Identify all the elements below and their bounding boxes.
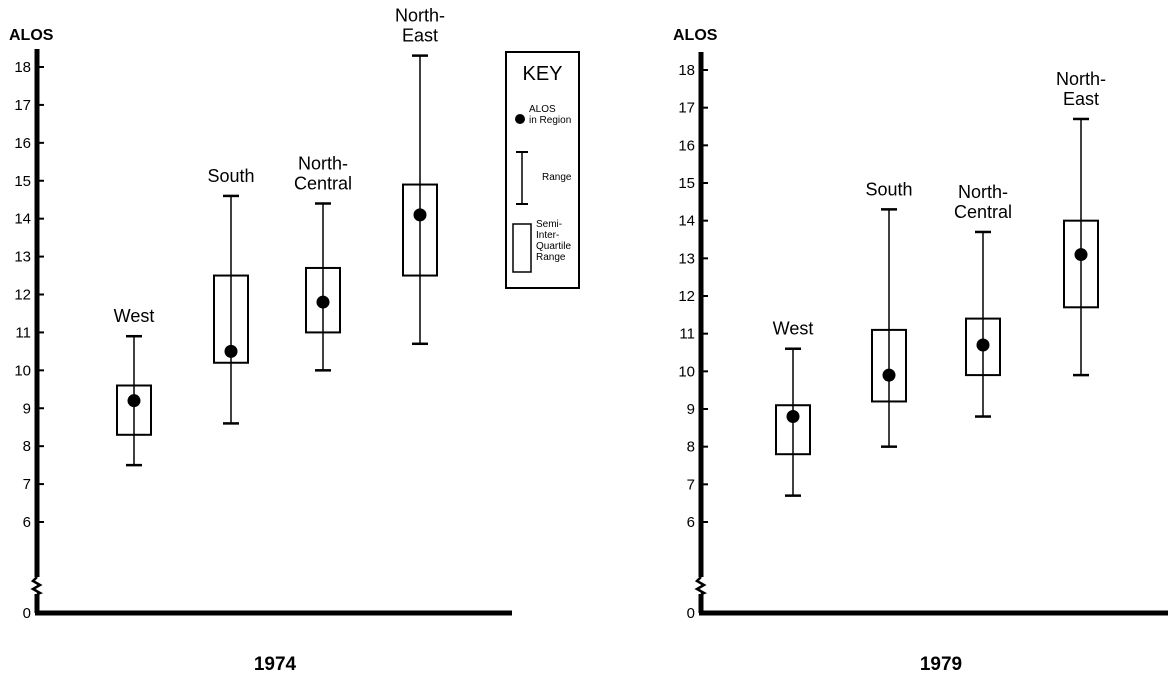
semi-interquartile-box <box>116 384 152 436</box>
alos-point <box>976 338 990 352</box>
region-label: North-East <box>1056 69 1106 109</box>
semi-interquartile-box <box>965 317 1001 377</box>
panel-1974: ALOS 0 6 7 8 9 10 11 12 13 14 15 16 17 18 West South Nort… <box>9 6 512 675</box>
key-label-alos-line: in Region <box>529 115 571 126</box>
y-tick-label: 7 <box>687 476 695 493</box>
y-tick-label: 6 <box>687 514 695 531</box>
key-label-box-line: Semi- <box>536 219 562 230</box>
alos-point <box>1074 248 1088 262</box>
key-label-box-line: Inter- <box>536 230 559 241</box>
y-tick-label: 13 <box>678 250 695 267</box>
y-tick-label: 16 <box>678 137 695 154</box>
region-label-line: East <box>402 26 438 46</box>
y-tick-label: 18 <box>678 62 695 79</box>
y-tick-label: 9 <box>687 401 695 418</box>
alos-point <box>127 394 141 408</box>
region-label-line: North- <box>298 154 348 174</box>
key-label-alos-line: ALOS <box>529 104 556 115</box>
region-label-line: West <box>114 306 155 326</box>
key-dot-icon <box>515 114 525 124</box>
region-label: South <box>865 179 912 199</box>
region-label-line: North- <box>395 6 445 26</box>
y-tick-label: 11 <box>679 326 695 343</box>
region-label-line: North- <box>1056 69 1106 89</box>
key-title: KEY <box>522 63 562 85</box>
key-label-box: Semi-Inter-Quartile Range <box>536 219 571 263</box>
y-tick-label: 8 <box>687 439 695 456</box>
alos-point <box>882 368 896 382</box>
region-label-line: South <box>865 179 912 199</box>
semi-interquartile-box <box>1063 219 1099 309</box>
y-tick-label: 16 <box>14 135 31 152</box>
region-label-line: North- <box>958 182 1008 202</box>
key-label-box-line: Quartile <box>536 241 571 252</box>
key-frame <box>505 51 580 289</box>
y-tick-label: 13 <box>14 249 31 266</box>
y-tick-label: 8 <box>23 438 31 455</box>
region-label: North-East <box>395 6 445 46</box>
y-tick-label: 10 <box>678 363 695 380</box>
region-label: South <box>207 166 254 186</box>
region-label-line: South <box>207 166 254 186</box>
y-tick-label: 17 <box>14 97 31 114</box>
semi-interquartile-box <box>305 266 341 334</box>
axis-break-icon <box>694 576 708 596</box>
region-label-line: East <box>1063 89 1099 109</box>
y-tick-label: 17 <box>678 100 695 117</box>
key-label-range: Range <box>542 172 572 183</box>
alos-point <box>413 208 427 222</box>
y-tick-label: 10 <box>14 362 31 379</box>
y-tick-label: 12 <box>678 288 695 305</box>
semi-interquartile-box <box>213 274 249 364</box>
semi-interquartile-box <box>402 183 438 277</box>
y-tick-label: 0 <box>23 605 31 622</box>
y-tick-label: 11 <box>15 324 31 341</box>
region-label-line: West <box>773 319 814 339</box>
region-label: West <box>773 319 814 339</box>
key-label-alos: ALOS in Region <box>529 104 571 126</box>
panel-1979: ALOS 0 6 7 8 9 10 11 12 13 14 15 16 17 18 West South Nort… <box>673 27 1168 675</box>
y-tick-label: 14 <box>678 213 695 230</box>
y-axis-label: ALOS <box>9 27 54 44</box>
y-tick-label: 0 <box>687 605 695 622</box>
key-label-box-line: Range <box>536 252 566 263</box>
y-tick-label: 15 <box>14 173 31 190</box>
axis-break-icon <box>30 576 44 596</box>
y-tick-label: 6 <box>23 514 31 531</box>
panel-title: 1979 <box>920 654 962 675</box>
region-label: North-Central <box>954 182 1012 222</box>
key-label-range-line: Range <box>542 172 572 183</box>
region-label-line: Central <box>294 174 352 194</box>
alos-point <box>786 410 800 424</box>
y-tick-label: 14 <box>14 211 31 228</box>
region-label: North-Central <box>294 154 352 194</box>
semi-interquartile-box <box>775 404 811 456</box>
alos-point <box>224 344 238 358</box>
y-tick-label: 7 <box>23 476 31 493</box>
y-tick-label: 9 <box>23 400 31 417</box>
semi-interquartile-box <box>871 328 907 403</box>
y-axis-label: ALOS <box>673 27 718 44</box>
key-box-icon <box>512 223 532 273</box>
region-label-line: Central <box>954 202 1012 222</box>
y-tick-label: 18 <box>14 59 31 76</box>
panel-title: 1974 <box>254 654 297 675</box>
alos-point <box>316 295 330 309</box>
region-label: West <box>114 306 155 326</box>
y-tick-label: 12 <box>14 287 31 304</box>
y-tick-label: 15 <box>678 175 695 192</box>
